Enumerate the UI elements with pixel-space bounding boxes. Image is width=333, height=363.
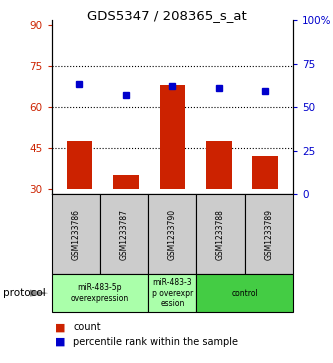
- Bar: [160, 85, 185, 189]
- Text: GSM1233790: GSM1233790: [168, 209, 177, 260]
- Text: control: control: [231, 289, 258, 298]
- Text: ■: ■: [55, 322, 66, 333]
- Text: GDS5347 / 208365_s_at: GDS5347 / 208365_s_at: [87, 9, 246, 22]
- Text: protocol: protocol: [3, 288, 46, 298]
- Text: miR-483-5p
overexpression: miR-483-5p overexpression: [71, 284, 129, 303]
- Polygon shape: [30, 290, 48, 297]
- Text: GSM1233788: GSM1233788: [216, 209, 225, 260]
- Text: GSM1233789: GSM1233789: [264, 209, 273, 260]
- Text: miR-483-3
p overexpr
ession: miR-483-3 p overexpr ession: [152, 278, 193, 308]
- Text: percentile rank within the sample: percentile rank within the sample: [73, 337, 238, 347]
- Text: count: count: [73, 322, 101, 333]
- Text: GSM1233786: GSM1233786: [71, 209, 80, 260]
- Bar: [252, 156, 278, 189]
- Bar: [206, 141, 231, 189]
- Text: ■: ■: [55, 337, 66, 347]
- Text: GSM1233787: GSM1233787: [120, 209, 129, 260]
- Bar: [113, 175, 139, 189]
- Bar: [67, 141, 92, 189]
